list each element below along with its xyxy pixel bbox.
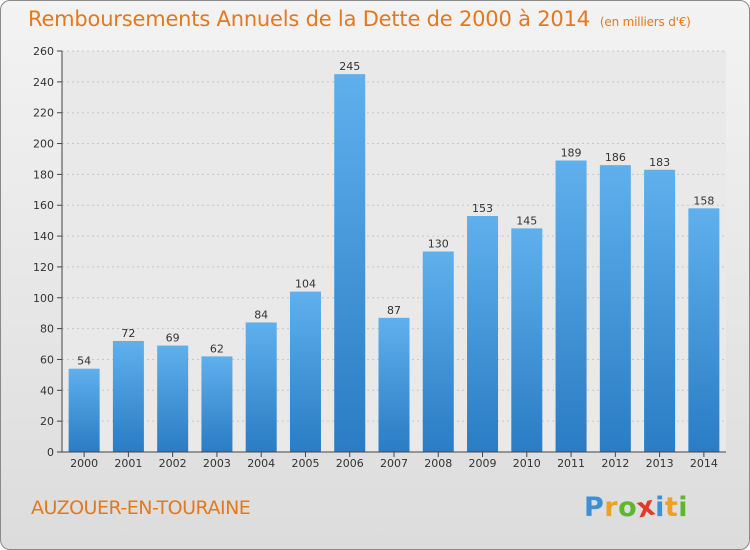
x-tick-label-2000: 2000	[70, 457, 98, 470]
y-tick-label: 240	[33, 76, 54, 89]
bar-2010	[511, 228, 543, 452]
y-tick-label: 0	[47, 446, 54, 459]
y-tick-label: 180	[33, 168, 54, 181]
commune-name: AUZOUER-EN-TOURAINE	[31, 497, 251, 519]
x-axis-ticks: 2000 2001 2002 2003 2004 2005 2006 2007 2008 2009…	[70, 452, 718, 470]
bar-2008	[422, 251, 454, 452]
bar-2004	[245, 322, 277, 452]
x-tick-label-2011: 2011	[557, 457, 585, 470]
bar-2012	[599, 165, 631, 452]
value-label-2005: 104	[295, 278, 316, 291]
value-label-2009: 153	[472, 202, 493, 215]
value-label-2006: 245	[339, 60, 360, 73]
bar-2013	[644, 169, 676, 452]
value-label-2004: 84	[254, 308, 268, 321]
y-axis-ticks: 0 20 40 60 80 100 120 140 160 180 200 220 240 260	[33, 45, 62, 459]
bar-2005	[289, 291, 321, 452]
logo-letter: i	[655, 492, 665, 523]
bar-2001	[112, 340, 144, 452]
value-label-2000: 54	[77, 355, 91, 368]
value-label-2010: 145	[516, 214, 537, 227]
value-label-2007: 87	[387, 304, 401, 317]
chart-title: Remboursements Annuels de la Dette de 20…	[28, 7, 691, 31]
value-label-2012: 186	[605, 151, 626, 164]
x-tick-label-2013: 2013	[646, 457, 674, 470]
chart-subtitle: (en milliers d'€)	[599, 15, 691, 29]
proxiti-logo: Proxiti	[584, 490, 689, 524]
y-tick-label: 140	[33, 230, 54, 243]
x-tick-label-2005: 2005	[291, 457, 319, 470]
x-tick-label-2007: 2007	[380, 457, 408, 470]
value-label-2001: 72	[121, 327, 135, 340]
x-tick-label-2001: 2001	[114, 457, 142, 470]
bar-2006	[334, 74, 366, 452]
logo-letter: o	[618, 492, 638, 523]
x-tick-label-2008: 2008	[424, 457, 452, 470]
bars: 54 72 69 62 84 104 245 87 130 153 145 189 186 183 158	[68, 60, 720, 452]
y-tick-label: 220	[33, 107, 54, 120]
value-label-2002: 69	[166, 332, 180, 345]
y-tick-label: 60	[40, 353, 54, 366]
logo-letter: i	[678, 492, 689, 523]
y-tick-label: 120	[33, 261, 54, 274]
value-label-2008: 130	[428, 238, 449, 251]
y-tick-label: 160	[33, 199, 54, 212]
y-tick-label: 200	[33, 138, 54, 151]
value-label-2011: 189	[561, 147, 582, 160]
bar-2003	[201, 356, 233, 452]
y-tick-label: 80	[40, 323, 54, 336]
bar-2000	[68, 368, 100, 452]
x-tick-label-2014: 2014	[690, 457, 718, 470]
value-label-2014: 158	[693, 194, 714, 207]
y-tick-label: 20	[40, 415, 54, 428]
x-tick-label-2009: 2009	[469, 457, 497, 470]
y-tick-label: 100	[33, 292, 54, 305]
logo-letter: P	[584, 492, 605, 523]
logo-letter: r	[604, 492, 619, 523]
x-tick-label-2002: 2002	[159, 457, 187, 470]
bar-2009	[467, 216, 499, 452]
bar-2011	[555, 160, 587, 452]
x-tick-label-2004: 2004	[247, 457, 275, 470]
bar-2007	[378, 317, 410, 452]
x-tick-label-2010: 2010	[513, 457, 541, 470]
value-label-2003: 62	[210, 342, 224, 355]
x-tick-label-2003: 2003	[203, 457, 231, 470]
y-tick-label: 40	[40, 384, 54, 397]
x-tick-label-2006: 2006	[336, 457, 364, 470]
logo-letter: t	[664, 492, 679, 523]
x-tick-label-2012: 2012	[601, 457, 629, 470]
bar-2014	[688, 208, 720, 452]
y-tick-label: 260	[33, 45, 54, 58]
chart-title-text: Remboursements Annuels de la Dette de 20…	[28, 7, 590, 31]
bar-2002	[157, 345, 189, 452]
value-label-2013: 183	[649, 156, 670, 169]
